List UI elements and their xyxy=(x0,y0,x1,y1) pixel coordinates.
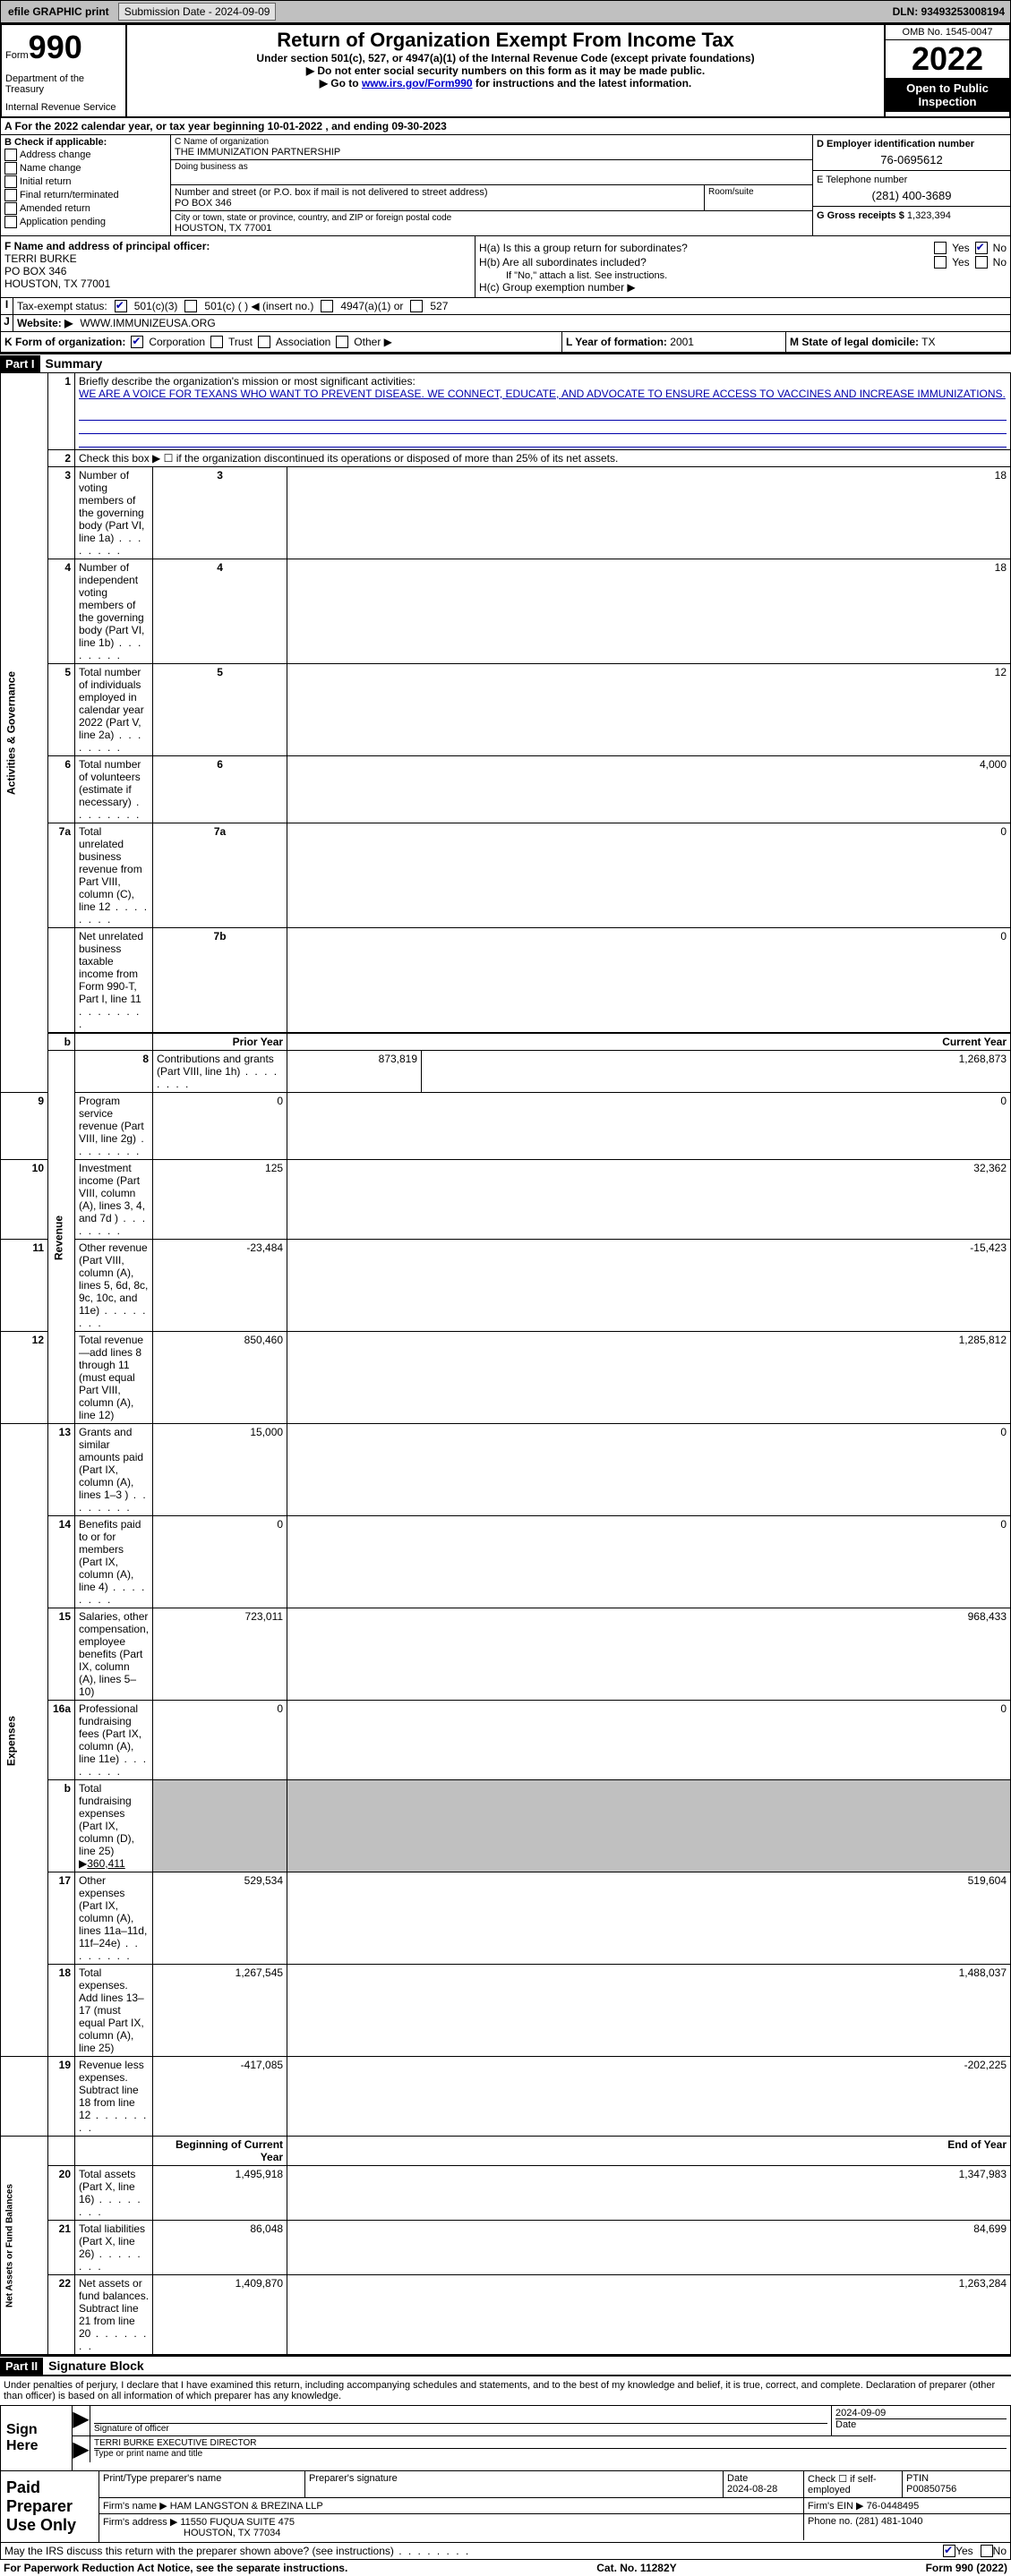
summary-table: Activities & Governance 1 Briefly descri… xyxy=(0,372,1011,2355)
box-b: B Check if applicable: Address change Na… xyxy=(1,135,171,235)
chk-initial-return[interactable] xyxy=(4,175,17,188)
submission-date: Submission Date - 2024-09-09 xyxy=(118,3,277,21)
chk-final-return[interactable] xyxy=(4,189,17,201)
arrow-icon: ▶ xyxy=(73,2406,90,2435)
part1-header: Part I Summary xyxy=(0,353,1011,372)
ptin: P00850756 xyxy=(906,2484,956,2495)
arrow-icon: ▶ xyxy=(73,2436,90,2462)
chk-assoc[interactable] xyxy=(258,336,270,348)
open-public: Open to Public Inspection xyxy=(886,78,1009,112)
ssn-warning: ▶ Do not enter social security numbers o… xyxy=(131,64,880,77)
val-3: 18 xyxy=(287,467,1011,559)
firm-addr2: HOUSTON, TX 77034 xyxy=(184,2528,280,2538)
chk-hb-no[interactable] xyxy=(975,256,988,269)
section-bcdefg: B Check if applicable: Address change Na… xyxy=(0,135,1011,236)
website: WWW.IMMUNIZEUSA.ORG xyxy=(80,317,215,329)
irs-label: Internal Revenue Service xyxy=(5,102,122,113)
val-7b: 0 xyxy=(287,928,1011,1034)
sig-date: 2024-09-09 xyxy=(835,2408,1007,2419)
section-fh: F Name and address of principal officer:… xyxy=(0,236,1011,298)
part2-header: Part II Signature Block xyxy=(0,2355,1011,2375)
firm-ein: 76-0448495 xyxy=(867,2501,920,2512)
fundraising-total: 360,411 xyxy=(87,1857,125,1870)
chk-ha-yes[interactable] xyxy=(934,242,947,254)
form-subtitle: Under section 501(c), 527, or 4947(a)(1)… xyxy=(131,52,880,64)
dln: DLN: 93493253008194 xyxy=(893,5,1010,18)
paid-preparer: Paid Preparer Use Only Print/Type prepar… xyxy=(0,2471,1011,2543)
mission-statement: WE ARE A VOICE FOR TEXANS WHO WANT TO PR… xyxy=(79,388,1006,400)
may-irs-discuss: May the IRS discuss this return with the… xyxy=(0,2543,1011,2560)
chk-discuss-yes[interactable] xyxy=(943,2545,955,2557)
form-header: Form990 Department of the Treasury Inter… xyxy=(0,23,1011,118)
val-6: 4,000 xyxy=(287,756,1011,823)
tax-exempt-status: Tax-exempt status: 501(c)(3) 501(c) ( ) … xyxy=(13,298,1010,314)
ein: 76-0695612 xyxy=(817,153,1007,166)
tax-year: 2022 xyxy=(886,40,1009,78)
state-domicile: TX xyxy=(921,336,935,348)
chk-4947[interactable] xyxy=(321,300,333,312)
firm-phone: (281) 481-1040 xyxy=(855,2516,922,2527)
irs-link[interactable]: www.irs.gov/Form990 xyxy=(362,77,473,90)
signature-block: Sign Here ▶ Signature of officer 2024-09… xyxy=(0,2405,1011,2471)
chk-501c3[interactable] xyxy=(115,300,127,312)
efile-label: efile GRAPHIC print xyxy=(1,4,116,20)
officer-name-title: TERRI BURKE EXECUTIVE DIRECTOR xyxy=(94,2438,1007,2449)
chk-trust[interactable] xyxy=(210,336,223,348)
room-suite: Room/suite xyxy=(705,185,812,210)
perjury-declaration: Under penalties of perjury, I declare th… xyxy=(0,2375,1011,2405)
org-name: THE IMMUNIZATION PARTNERSHIP xyxy=(175,147,809,158)
chk-501c[interactable] xyxy=(184,300,197,312)
chk-other[interactable] xyxy=(336,336,348,348)
chk-hb-yes[interactable] xyxy=(934,256,947,269)
officer-name: TERRI BURKE xyxy=(4,252,471,265)
org-address: PO BOX 346 xyxy=(175,198,700,209)
chk-discuss-no[interactable] xyxy=(981,2545,993,2557)
chk-ha-no[interactable] xyxy=(975,242,988,254)
val-5: 12 xyxy=(287,664,1011,756)
year-formation: 2001 xyxy=(670,336,694,348)
dba xyxy=(175,172,809,183)
tax-period: A For the 2022 calendar year, or tax yea… xyxy=(0,118,1011,135)
firm-addr1: 11550 FUQUA SUITE 475 xyxy=(180,2517,295,2528)
page-footer: For Paperwork Reduction Act Notice, see … xyxy=(0,2560,1011,2576)
gross-receipts: 1,323,394 xyxy=(907,210,951,221)
val-4: 18 xyxy=(287,559,1011,664)
chk-corp[interactable] xyxy=(131,336,143,348)
chk-527[interactable] xyxy=(410,300,423,312)
chk-app-pending[interactable] xyxy=(4,216,17,228)
form-number: 990 xyxy=(29,29,82,65)
chk-address-change[interactable] xyxy=(4,149,17,161)
omb-number: OMB No. 1545-0047 xyxy=(886,25,1009,40)
form-title: Return of Organization Exempt From Incom… xyxy=(131,29,880,52)
efile-topbar: efile GRAPHIC print Submission Date - 20… xyxy=(0,0,1011,23)
org-city: HOUSTON, TX 77001 xyxy=(175,223,809,234)
goto-instruction: ▶ Go to www.irs.gov/Form990 for instruct… xyxy=(131,77,880,90)
form-word: Form xyxy=(5,50,29,61)
form-of-org: K Form of organization: Corporation Trus… xyxy=(1,332,562,352)
chk-amended[interactable] xyxy=(4,202,17,215)
telephone: (281) 400-3689 xyxy=(817,189,1007,202)
firm-name: HAM LANGSTON & BREZINA LLP xyxy=(170,2501,323,2512)
val-7a: 0 xyxy=(287,823,1011,928)
prep-date: 2024-08-28 xyxy=(727,2484,777,2495)
dept-treasury: Department of the Treasury xyxy=(5,73,122,95)
chk-name-change[interactable] xyxy=(4,162,17,175)
